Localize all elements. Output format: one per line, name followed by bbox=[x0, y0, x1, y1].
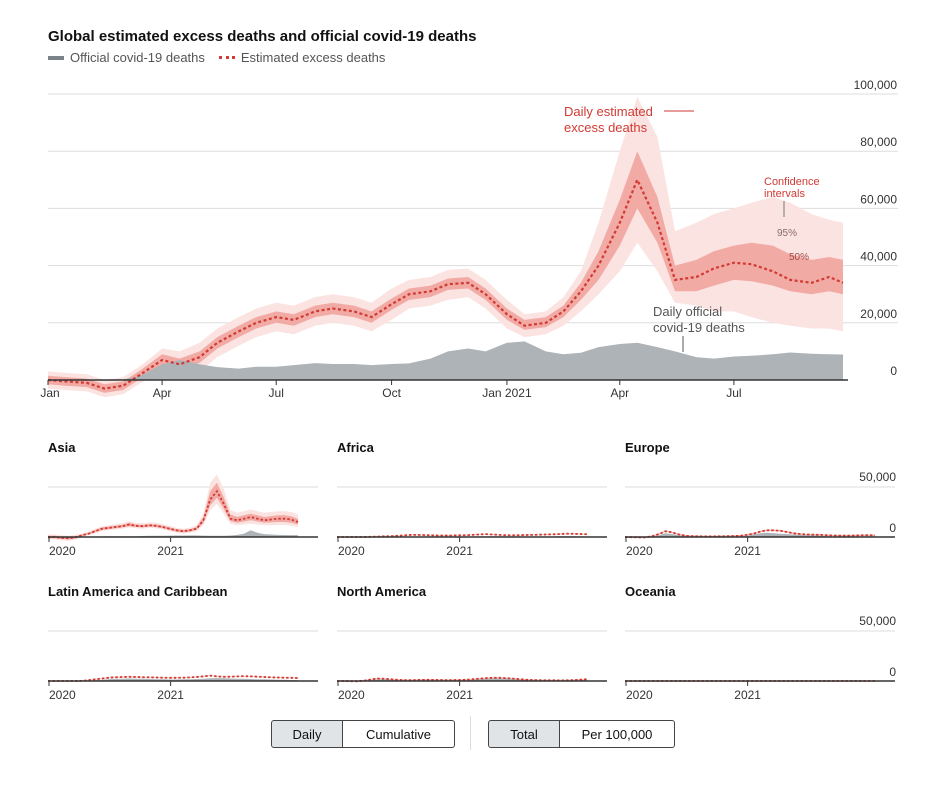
region-title-europe: Europe bbox=[625, 440, 670, 455]
x-tick-label: 2021 bbox=[734, 544, 761, 558]
controls-divider bbox=[470, 716, 471, 750]
x-tick-label: Apr bbox=[153, 386, 172, 400]
x-tick-label: 2021 bbox=[157, 688, 184, 702]
confidence-band-50 bbox=[48, 675, 298, 682]
y-tick-label: 0 bbox=[889, 521, 896, 535]
confidence-band-50 bbox=[337, 677, 587, 682]
total-button[interactable]: Total bbox=[488, 720, 560, 748]
annotation-ci-line1: Confidence bbox=[764, 176, 820, 188]
official-deaths-area bbox=[48, 678, 298, 681]
region-title-oceania: Oceania bbox=[625, 584, 676, 599]
confidence-band-95 bbox=[337, 677, 587, 682]
x-tick-label: 2020 bbox=[626, 688, 653, 702]
y-tick-label: 50,000 bbox=[859, 470, 896, 484]
y-tick-label: 80,000 bbox=[860, 135, 897, 149]
legend-label-excess: Estimated excess deaths bbox=[240, 50, 386, 65]
x-tick-label: 2021 bbox=[446, 544, 473, 558]
x-tick-label: Oct bbox=[382, 386, 401, 400]
annotation-excess-line1: Daily estimated bbox=[564, 104, 653, 119]
chart-title: Global estimated excess deaths and offic… bbox=[48, 28, 477, 45]
legend: Official covid-19 deaths Estimated exces… bbox=[48, 50, 385, 65]
confidence-band-95 bbox=[337, 533, 587, 538]
x-tick-label: 2021 bbox=[446, 688, 473, 702]
confidence-band-95 bbox=[48, 96, 843, 398]
x-tick-label: Jul bbox=[726, 386, 741, 400]
official-deaths-area bbox=[48, 530, 298, 537]
legend-swatch-official bbox=[48, 55, 64, 60]
legend-item-excess: Estimated excess deaths bbox=[218, 50, 386, 65]
excess-deaths-line bbox=[48, 489, 299, 540]
daily-button[interactable]: Daily bbox=[271, 720, 343, 748]
confidence-band-95 bbox=[625, 529, 875, 539]
region-title-africa: Africa bbox=[337, 440, 374, 455]
y-tick-label: 50,000 bbox=[859, 614, 896, 628]
x-tick-label: 2020 bbox=[338, 544, 365, 558]
annotation-official-line1: Daily official bbox=[653, 304, 722, 319]
region-title-latin-america: Latin America and Caribbean bbox=[48, 584, 228, 599]
x-tick-label: 2021 bbox=[734, 688, 761, 702]
y-tick-label: 60,000 bbox=[860, 192, 897, 206]
excess-deaths-line bbox=[337, 676, 588, 683]
legend-label-official: Official covid-19 deaths bbox=[70, 50, 205, 65]
excess-deaths-line bbox=[337, 532, 588, 538]
excess-deaths-line bbox=[48, 674, 299, 682]
confidence-band-50 bbox=[48, 482, 298, 540]
region-title-north-america: North America bbox=[337, 584, 427, 599]
official-deaths-area bbox=[337, 678, 587, 681]
x-tick-label: Apr bbox=[610, 386, 629, 400]
x-tick-label: Jan 2021 bbox=[482, 386, 532, 400]
region-title-asia: Asia bbox=[48, 440, 76, 455]
legend-item-official: Official covid-19 deaths bbox=[48, 50, 205, 65]
y-tick-label: 0 bbox=[890, 364, 897, 378]
excess-deaths-line bbox=[624, 529, 876, 539]
x-tick-label: 2020 bbox=[49, 544, 76, 558]
confidence-band-95 bbox=[48, 675, 298, 682]
legend-swatch-excess bbox=[218, 56, 235, 59]
official-deaths-area bbox=[625, 532, 875, 537]
mode-toggle: Daily Cumulative bbox=[271, 720, 455, 748]
x-tick-label: 2021 bbox=[157, 544, 184, 558]
cumulative-button[interactable]: Cumulative bbox=[343, 720, 455, 748]
y-tick-label: 40,000 bbox=[860, 250, 897, 264]
per-100000-button[interactable]: Per 100,000 bbox=[560, 720, 675, 748]
y-tick-label: 0 bbox=[889, 665, 896, 679]
confidence-band-50 bbox=[625, 529, 875, 538]
annotation-ci50: 50% bbox=[789, 252, 809, 263]
scale-toggle: Total Per 100,000 bbox=[488, 720, 675, 748]
annotation-ci95: 95% bbox=[777, 228, 797, 239]
x-tick-label: Jan bbox=[40, 386, 59, 400]
y-tick-label: 20,000 bbox=[860, 307, 897, 321]
official-deaths-area bbox=[48, 341, 843, 380]
x-tick-label: Jul bbox=[269, 386, 284, 400]
global-chart: 0 20,000 40,000 60,000 80,000 100,000 Jan Apr Ju… bbox=[40, 78, 898, 400]
confidence-band-95 bbox=[48, 474, 298, 541]
x-tick-label: 2020 bbox=[626, 544, 653, 558]
confidence-band-50 bbox=[337, 533, 587, 538]
y-tick-label: 100,000 bbox=[854, 78, 898, 92]
x-tick-label: 2020 bbox=[338, 688, 365, 702]
official-deaths-area bbox=[337, 536, 587, 537]
annotation-official-line2: covid-19 deaths bbox=[653, 320, 745, 335]
annotation-excess-line2: excess deaths bbox=[564, 120, 648, 135]
annotation-ci-line2: intervals bbox=[764, 188, 805, 200]
x-tick-label: 2020 bbox=[49, 688, 76, 702]
confidence-band-50 bbox=[48, 151, 843, 393]
